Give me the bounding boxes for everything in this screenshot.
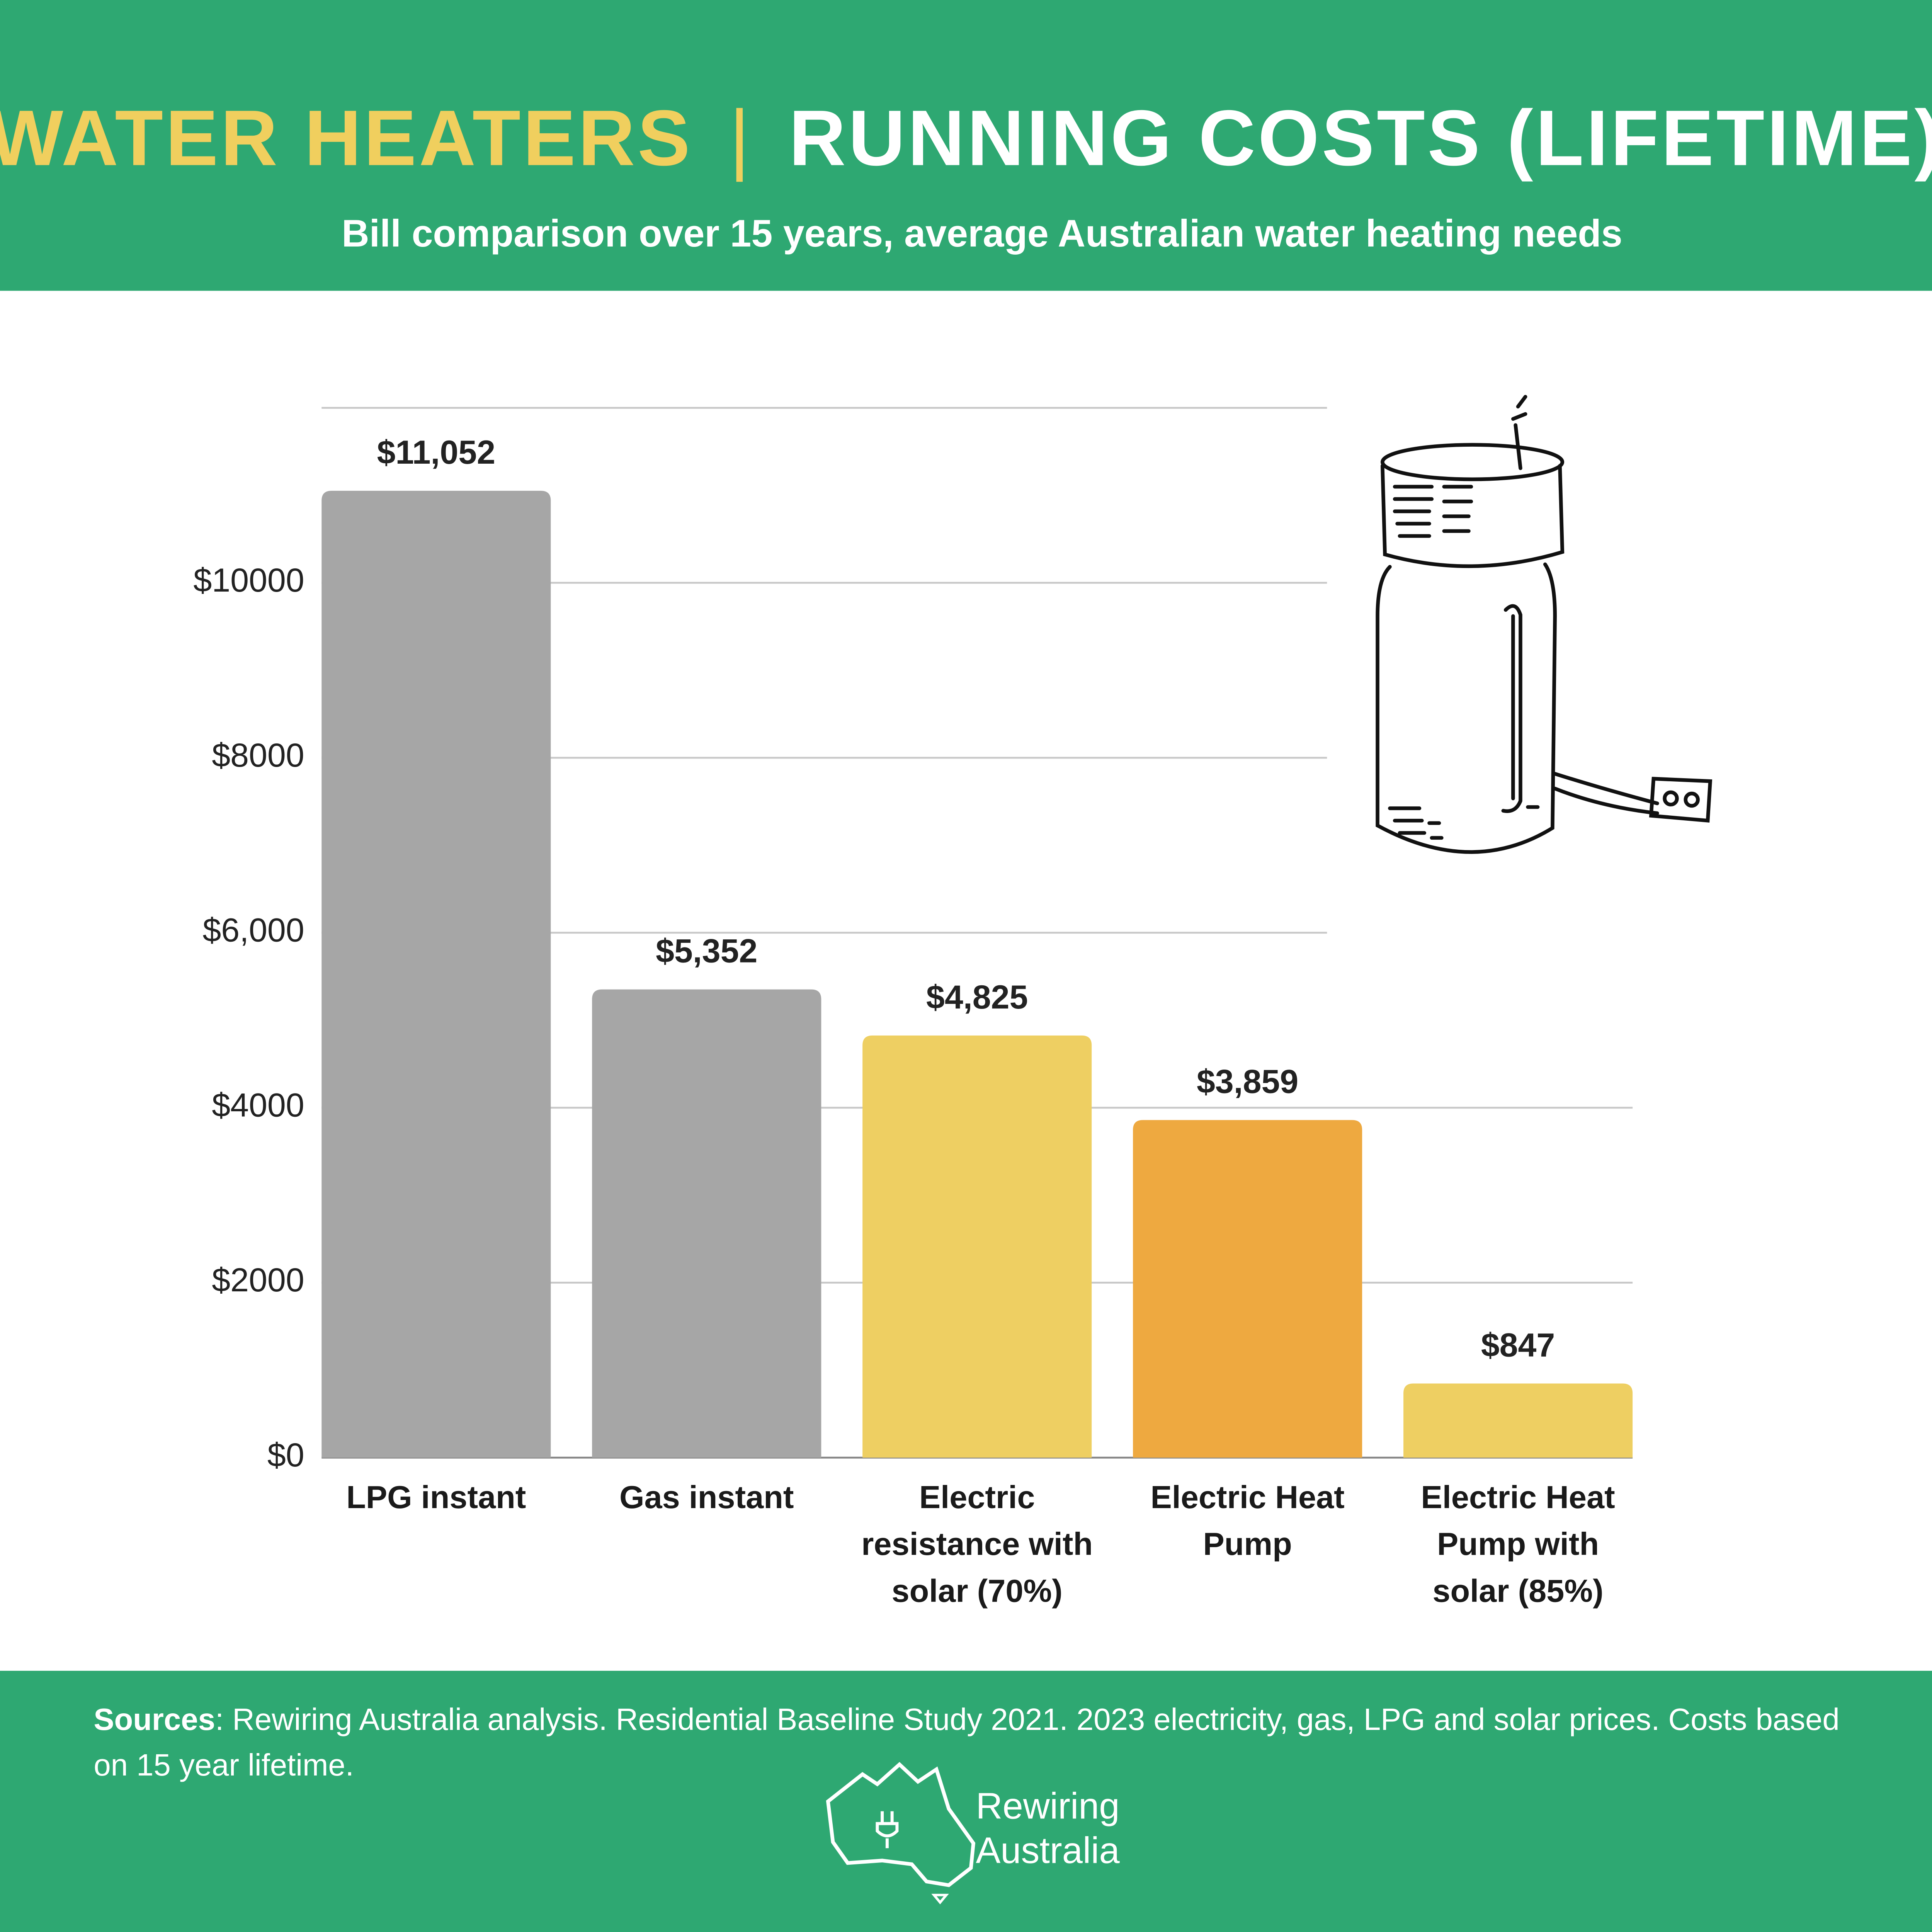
title-highlight: WATER HEATERS xyxy=(0,94,692,182)
y-tick-label: $0 xyxy=(267,1437,304,1474)
plot: $0 $2000 $4000 $6,000 $8000 $10000 $11,052 LPG … xyxy=(193,407,1633,1609)
water-heater-illustration xyxy=(1343,369,1738,887)
bar xyxy=(1133,1120,1362,1458)
y-tick-label: $6,000 xyxy=(202,912,304,949)
header-band xyxy=(0,0,1932,291)
footer-band xyxy=(0,1670,1932,1932)
logo-line-1: Rewiring xyxy=(976,1786,1120,1827)
y-tick-label: $8000 xyxy=(212,737,304,774)
bar xyxy=(321,491,551,1458)
value-label: $847 xyxy=(1481,1327,1555,1364)
bar xyxy=(1403,1383,1633,1458)
source-note: Sources: Rewiring Australia analysis. Re… xyxy=(94,1702,1840,1783)
bar xyxy=(592,989,821,1458)
value-label: $11,052 xyxy=(377,434,495,471)
title-separator: | xyxy=(729,94,752,182)
source-text: : Rewiring Australia analysis. Residenti… xyxy=(94,1702,1840,1783)
x-tick-label-box: Gas instant xyxy=(619,1478,794,1516)
x-tick-label: Electric resistance with solar (70%) xyxy=(861,1478,1093,1609)
x-tick-label-box: Electric resistance with solar (70%) xyxy=(861,1478,1093,1609)
title-main: RUNNING COSTS (LIFETIME) xyxy=(789,94,1932,182)
x-tick-label: Electric Heat Pump with solar (85%) xyxy=(1421,1478,1615,1609)
logo: Rewiring Australia xyxy=(826,1762,1120,1905)
x-tick-label-box: Electric Heat Pump with solar (85%) xyxy=(1421,1478,1615,1609)
value-label: $5,352 xyxy=(656,932,757,969)
bar xyxy=(862,1035,1092,1458)
y-tick-label: $10000 xyxy=(193,562,304,599)
chart-title: WATER HEATERS | RUNNING COSTS (LIFETIME) xyxy=(0,94,1932,182)
x-tick-label: Gas instant xyxy=(619,1478,794,1516)
x-tick-label-box: Electric Heat Pump xyxy=(1150,1478,1345,1563)
y-tick-label: $4000 xyxy=(212,1087,304,1124)
source-label: Sources xyxy=(94,1702,215,1738)
logo-line-2: Australia xyxy=(976,1830,1120,1871)
chart-subtitle: Bill comparison over 15 years, average A… xyxy=(342,212,1622,255)
x-tick-label: LPG instant xyxy=(346,1478,526,1516)
x-tick-label-box: LPG instant xyxy=(346,1478,526,1516)
value-label: $4,825 xyxy=(926,979,1028,1016)
value-label: $3,859 xyxy=(1197,1063,1298,1100)
x-tick-label: Electric Heat Pump xyxy=(1150,1478,1345,1563)
y-tick-label: $2000 xyxy=(212,1262,304,1299)
